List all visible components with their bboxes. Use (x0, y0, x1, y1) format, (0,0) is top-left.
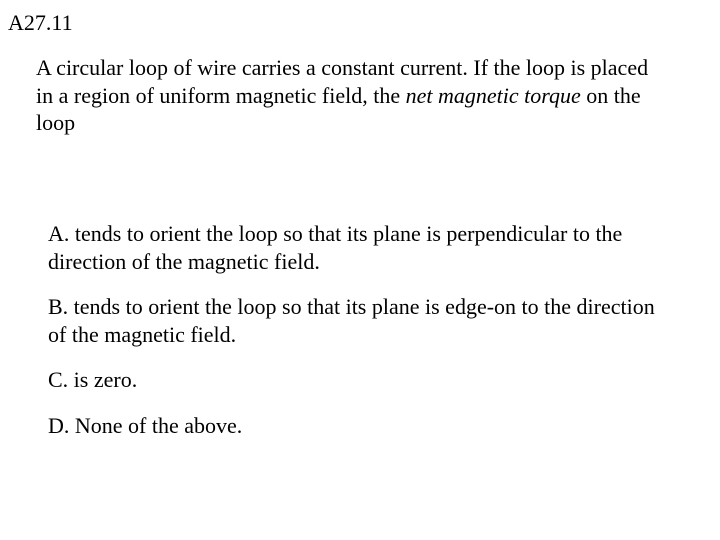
answer-list: A. tends to orient the loop so that its … (48, 220, 666, 457)
question-text: A circular loop of wire carries a consta… (36, 54, 666, 137)
answer-b: B. tends to orient the loop so that its … (48, 293, 666, 348)
answer-a: A. tends to orient the loop so that its … (48, 220, 666, 275)
answer-d: D. None of the above. (48, 412, 666, 440)
slide-label: A27.11 (8, 10, 73, 36)
answer-c: C. is zero. (48, 366, 666, 394)
slide: A27.11 A circular loop of wire carries a… (0, 0, 720, 540)
question-italic: net magnetic torque (406, 83, 581, 108)
